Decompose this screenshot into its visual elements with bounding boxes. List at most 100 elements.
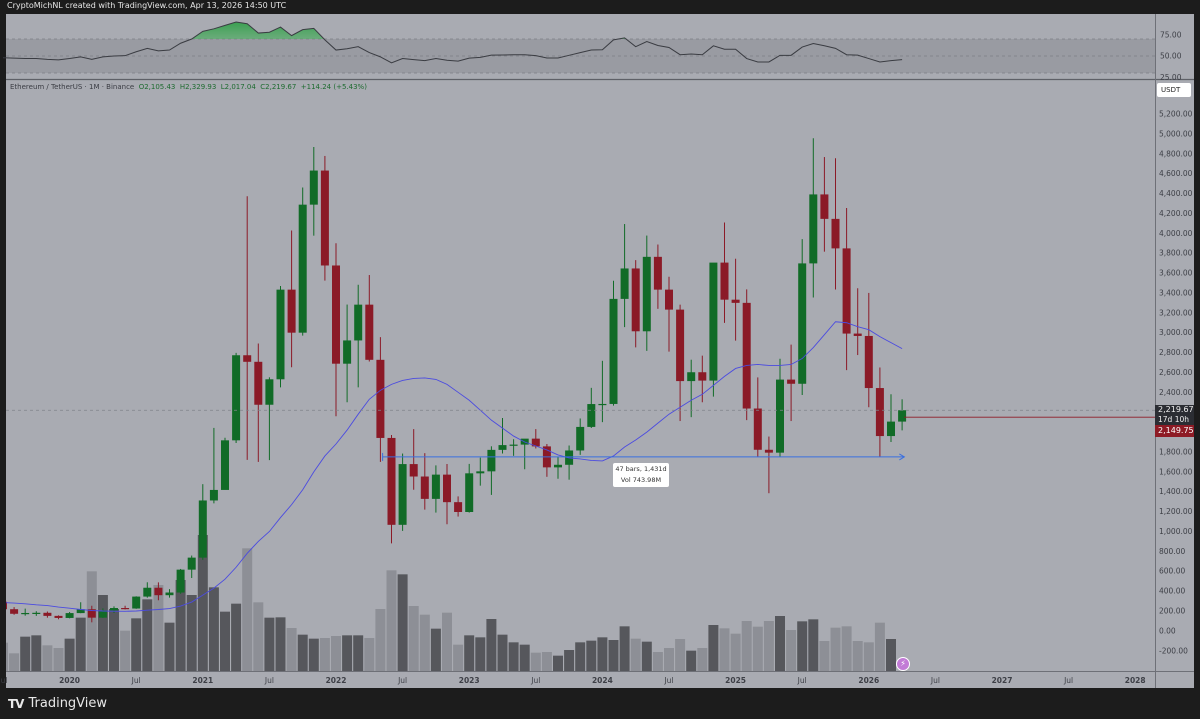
candle[interactable]	[809, 138, 818, 298]
candle[interactable]	[154, 582, 163, 601]
candle[interactable]	[387, 435, 396, 544]
candle-body	[498, 445, 507, 450]
candle[interactable]	[87, 605, 96, 623]
candle[interactable]	[609, 280, 618, 406]
time-axis[interactable]	[6, 671, 1155, 688]
candle[interactable]	[254, 343, 263, 462]
candle[interactable]	[287, 230, 296, 368]
price-tick-label: 600.00	[1159, 567, 1185, 576]
candle[interactable]	[531, 429, 540, 449]
candle[interactable]	[265, 377, 274, 461]
candle[interactable]	[232, 352, 241, 444]
candle[interactable]	[298, 187, 307, 336]
candle[interactable]	[376, 337, 385, 462]
candle[interactable]	[354, 284, 363, 388]
candle[interactable]	[587, 387, 596, 429]
candle[interactable]	[509, 439, 518, 456]
candle[interactable]	[143, 582, 152, 598]
candle[interactable]	[121, 605, 130, 610]
candle[interactable]	[187, 555, 196, 578]
candle[interactable]	[465, 463, 474, 513]
candle[interactable]	[731, 258, 740, 341]
candle[interactable]	[343, 304, 352, 403]
volume-bar	[786, 630, 797, 671]
candle[interactable]	[76, 602, 85, 614]
candle[interactable]	[498, 417, 507, 454]
candle[interactable]	[709, 262, 718, 397]
candle[interactable]	[787, 344, 796, 422]
candle[interactable]	[687, 359, 696, 418]
candle[interactable]	[764, 436, 773, 494]
candle[interactable]	[887, 394, 895, 443]
candle[interactable]	[365, 275, 374, 362]
candle[interactable]	[165, 589, 174, 598]
candle[interactable]	[620, 224, 629, 328]
candle[interactable]	[54, 615, 63, 620]
candle[interactable]	[32, 611, 41, 616]
candle[interactable]	[720, 222, 729, 323]
support-line-drawing[interactable]	[382, 452, 906, 461]
candle-body	[43, 612, 52, 616]
candle[interactable]	[209, 427, 218, 504]
candle[interactable]	[753, 377, 762, 457]
candle[interactable]	[320, 155, 329, 281]
candle-body	[831, 218, 840, 249]
candle[interactable]	[676, 304, 685, 422]
volume-bar	[675, 639, 686, 671]
ohlc-open: O2,105.43	[138, 83, 176, 91]
candle[interactable]	[875, 367, 884, 457]
candle[interactable]	[642, 235, 651, 351]
candle[interactable]	[820, 157, 829, 252]
lightning-alert-icon[interactable]: ⚡	[896, 657, 910, 671]
candle[interactable]	[598, 360, 607, 423]
candle[interactable]	[487, 446, 496, 495]
candle[interactable]	[221, 437, 229, 490]
candle[interactable]	[798, 239, 807, 396]
candle-body	[687, 372, 696, 382]
main-pane[interactable]	[6, 80, 1155, 671]
candle[interactable]	[742, 289, 751, 421]
candle[interactable]	[10, 607, 19, 615]
candle[interactable]	[431, 465, 440, 513]
candle[interactable]	[864, 292, 873, 408]
price-axis[interactable]	[1155, 14, 1194, 688]
candle[interactable]	[132, 596, 141, 609]
candle[interactable]	[653, 244, 662, 309]
candle[interactable]	[631, 260, 640, 348]
candle[interactable]	[420, 453, 429, 510]
candle[interactable]	[43, 611, 52, 618]
candle[interactable]	[476, 457, 485, 486]
candle[interactable]	[409, 429, 418, 490]
candle[interactable]	[443, 463, 451, 525]
candle[interactable]	[898, 399, 907, 431]
candle[interactable]	[176, 568, 185, 594]
candle[interactable]	[276, 285, 285, 388]
time-tick-label: Jul	[131, 676, 141, 685]
candle[interactable]	[198, 484, 207, 560]
candle[interactable]	[554, 457, 562, 479]
candle[interactable]	[454, 496, 463, 517]
candle[interactable]	[831, 158, 840, 290]
volume-bar	[319, 638, 330, 671]
candle[interactable]	[576, 418, 585, 455]
candle[interactable]	[98, 608, 107, 618]
symbol-legend[interactable]: Ethereum / TetherUS · 1M · Binance O2,10…	[10, 83, 367, 91]
candle[interactable]	[776, 358, 784, 457]
candle[interactable]	[309, 147, 318, 236]
candle[interactable]	[853, 288, 862, 356]
candle-body	[798, 263, 807, 384]
candle[interactable]	[842, 208, 851, 371]
currency-button[interactable]: USDT	[1157, 83, 1191, 97]
candle[interactable]	[332, 243, 340, 417]
candle[interactable]	[665, 276, 673, 352]
candle[interactable]	[21, 608, 30, 616]
candle[interactable]	[0, 595, 7, 612]
candle[interactable]	[398, 453, 407, 531]
candle[interactable]	[243, 196, 252, 460]
volume-bar	[331, 636, 341, 671]
logo-text: TradingView	[28, 696, 108, 711]
candle[interactable]	[110, 606, 118, 613]
tradingview-logo[interactable]: TV TradingView	[8, 696, 107, 711]
candle[interactable]	[65, 611, 74, 619]
